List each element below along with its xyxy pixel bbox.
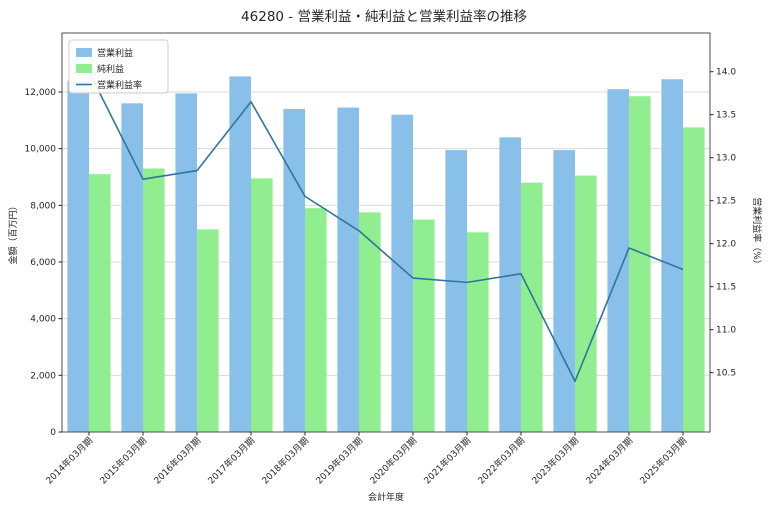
left-tick-label: 4,000 xyxy=(30,315,56,325)
x-tick-label: 2014年03月期 xyxy=(43,435,95,487)
legend-label: 純利益 xyxy=(97,63,124,75)
right-tick-label: 12.5 xyxy=(716,197,736,207)
right-tick-label: 11.0 xyxy=(716,326,736,336)
operating-profit-bar xyxy=(175,93,197,433)
net-profit-bar xyxy=(197,229,219,432)
x-tick-label: 2025年03月期 xyxy=(637,435,689,487)
net-profit-bar xyxy=(683,127,705,433)
net-profit-bar xyxy=(467,232,489,432)
net-profit-bar xyxy=(521,182,543,432)
net-profit-bar xyxy=(413,219,435,432)
chart-title: 46280 - 営業利益・純利益と営業利益率の推移 xyxy=(241,8,527,25)
operating-profit-bar xyxy=(661,79,683,433)
x-tick-label: 2019年03月期 xyxy=(313,435,365,487)
left-tick-label: 8,000 xyxy=(30,201,56,211)
operating-profit-bar xyxy=(337,107,359,433)
left-tick-label: 12,000 xyxy=(25,88,57,98)
x-tick-label: 2017年03月期 xyxy=(205,435,257,487)
net-profit-bar xyxy=(89,174,111,432)
operating-profit-bar xyxy=(499,137,521,433)
legend-label: 営業利益 xyxy=(97,47,133,59)
x-tick-label: 2016年03月期 xyxy=(151,435,203,487)
net-profit-bar xyxy=(629,96,651,433)
x-tick-label: 2015年03月期 xyxy=(97,435,149,487)
net-profit-bar xyxy=(575,175,597,432)
right-tick-label: 11.5 xyxy=(716,283,736,293)
net-profit-bar xyxy=(251,178,273,432)
x-tick-label: 2021年03月期 xyxy=(421,435,473,487)
left-tick-label: 10,000 xyxy=(25,145,57,155)
right-tick-label: 13.5 xyxy=(716,111,736,121)
x-tick-label: 2024年03月期 xyxy=(583,435,635,487)
legend-label: 営業利益率 xyxy=(97,79,142,91)
left-axis-label: 金額（百万円） xyxy=(7,201,19,264)
x-tick-label: 2020年03月期 xyxy=(367,435,419,487)
right-tick-label: 12.0 xyxy=(716,240,736,250)
operating-margin-line xyxy=(88,71,684,383)
left-tick-label: 0 xyxy=(50,428,56,438)
chart-generated-content: 0 2,000 4,000 6,000 8,000 10,000 12,000 10.5 11.… xyxy=(25,32,736,487)
plot-border xyxy=(61,32,711,433)
right-tick-label: 13.0 xyxy=(716,154,736,164)
left-tick-label: 6,000 xyxy=(30,258,56,268)
operating-profit-bar xyxy=(67,80,89,432)
x-tick-label: 2022年03月期 xyxy=(475,435,527,487)
right-axis-label: 営業利益率（%） xyxy=(751,197,763,269)
operating-profit-bar xyxy=(121,103,143,432)
x-tick-label: 2023年03月期 xyxy=(529,435,581,487)
operating-profit-bar xyxy=(229,76,251,433)
net-profit-bar xyxy=(143,168,165,432)
net-profit-bar xyxy=(305,208,327,432)
operating-profit-bar xyxy=(445,150,467,432)
legend-swatch xyxy=(76,48,92,57)
right-tick-label: 14.0 xyxy=(716,68,736,78)
operating-profit-bar xyxy=(553,150,575,432)
operating-profit-bar xyxy=(283,108,305,432)
legend-box xyxy=(68,39,169,94)
operating-profit-bar xyxy=(607,89,629,432)
x-tick-label: 2018年03月期 xyxy=(259,435,311,487)
x-axis-label: 会計年度 xyxy=(368,491,404,503)
net-profit-bar xyxy=(359,212,381,432)
legend-swatch xyxy=(76,64,92,73)
right-tick-label: 10.5 xyxy=(716,369,736,379)
operating-profit-bar xyxy=(391,114,413,432)
left-tick-label: 2,000 xyxy=(30,371,56,381)
